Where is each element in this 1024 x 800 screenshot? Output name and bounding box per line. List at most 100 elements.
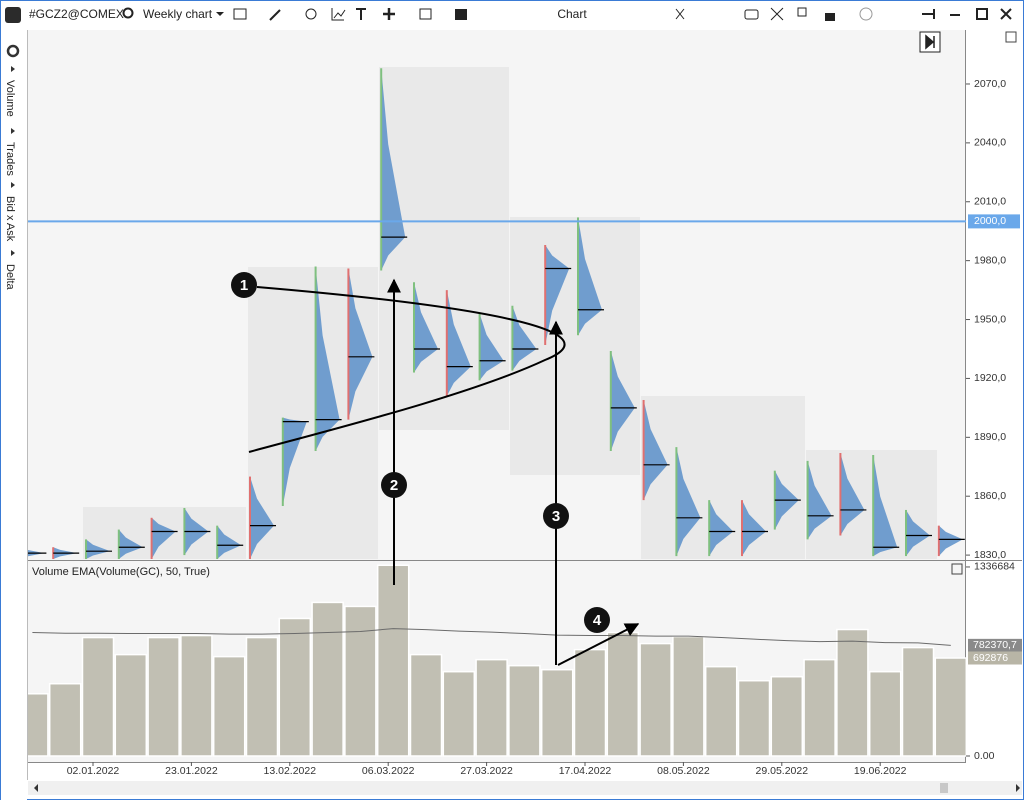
volume-profile — [348, 268, 373, 420]
volume-profile — [217, 525, 242, 560]
arrow — [557, 623, 640, 666]
dropdown[interactable] — [216, 12, 224, 16]
x-tick-label: 27.03.2022 — [460, 765, 513, 777]
volume-profile — [414, 282, 438, 373]
panel-toggle[interactable] — [1005, 31, 1017, 43]
scrollbar[interactable] — [28, 781, 1022, 795]
volume-bar — [376, 564, 410, 757]
volume-profile — [676, 447, 701, 557]
color-icon[interactable] — [859, 7, 873, 21]
tool-icon[interactable] — [922, 9, 935, 19]
app-icon[interactable] — [5, 7, 21, 23]
lock-icon[interactable] — [825, 13, 835, 21]
annotation-badge — [543, 503, 569, 529]
close-indicator[interactable] — [951, 563, 963, 575]
volume-bar — [278, 617, 312, 757]
volume-bar — [901, 646, 935, 757]
symbol[interactable]: #GCZ2@COMEX — [29, 7, 124, 21]
side-arrow — [11, 250, 15, 256]
scroll-thumb[interactable] — [940, 783, 948, 793]
volume-bar — [639, 642, 672, 757]
close[interactable] — [1000, 8, 1012, 20]
volume-bar — [672, 635, 705, 757]
tool-icon[interactable] — [455, 9, 467, 20]
volume-bar — [803, 658, 836, 757]
volume-profile — [118, 529, 143, 560]
volume-bar — [868, 670, 902, 757]
composite-profile — [379, 67, 509, 430]
tool-icon[interactable] — [383, 8, 395, 20]
side-tab[interactable]: Volume — [4, 80, 16, 117]
x-tick-label: 17.04.2022 — [559, 765, 612, 777]
toolbar: #GCZ2@COMEX Weekly chart Chart — [1, 1, 1023, 29]
volume-profile — [840, 453, 865, 536]
volume-bar — [28, 693, 49, 757]
volume-tag — [968, 651, 1022, 665]
annotations — [248, 278, 640, 666]
tool-icon[interactable] — [305, 8, 317, 20]
side-tab[interactable]: Bid x Ask — [4, 196, 16, 242]
y-tick-label: 1830,0 — [974, 549, 1006, 561]
tool-icon[interactable] — [770, 7, 784, 21]
volume-bar — [836, 628, 869, 757]
volume-profile — [578, 217, 602, 336]
annotation-badge — [381, 472, 407, 498]
annotation-number: 4 — [593, 612, 602, 629]
side-tab[interactable]: Delta — [4, 264, 16, 291]
tool-icon[interactable] — [331, 8, 346, 21]
side-panel-bg — [1, 30, 27, 800]
tool-icon[interactable] — [269, 9, 281, 21]
tool-icon[interactable] — [797, 7, 807, 17]
search-icon[interactable] — [122, 7, 134, 19]
volume-profile — [86, 539, 110, 560]
settings-icon[interactable] — [6, 44, 20, 58]
volume-profile — [873, 454, 898, 557]
y-tick-label: 2010,0 — [974, 196, 1006, 208]
side-panel — [1, 30, 27, 800]
composite-profile — [248, 267, 378, 559]
window-title: Chart — [557, 7, 587, 21]
y-tick-label: 1950,0 — [974, 313, 1006, 325]
annotation-badges: 1 2 3 4 — [231, 272, 610, 633]
volume-profile — [545, 244, 570, 346]
volume-bar — [475, 658, 508, 757]
annotation-number: 2 — [390, 477, 398, 494]
side-arrow — [11, 66, 15, 72]
profile-curve — [248, 286, 566, 453]
volume-bar — [147, 636, 180, 757]
volume-bar — [409, 653, 443, 757]
volume-profile — [742, 500, 766, 557]
x-tick-label: 06.03.2022 — [362, 765, 415, 777]
side-arrow — [11, 182, 15, 188]
volume-profile — [906, 509, 930, 557]
tool-icon[interactable] — [419, 8, 432, 20]
volume-profile — [610, 350, 635, 452]
volume-profile — [250, 476, 274, 560]
ema-line — [32, 628, 951, 646]
tool-icon[interactable] — [356, 8, 366, 20]
annotation-badge — [584, 607, 610, 633]
volume-profile — [512, 305, 537, 371]
y-tick-label: 1860,0 — [974, 490, 1006, 502]
volume-bar — [704, 665, 738, 757]
annotation-badge — [231, 272, 257, 298]
annotation-number: 1 — [240, 277, 248, 294]
tool-icon[interactable] — [675, 8, 685, 20]
y-tick-label: 1336684 — [974, 561, 1015, 573]
volume-bar — [81, 636, 115, 757]
side-tab[interactable]: Trades — [4, 142, 16, 176]
volume-profile — [807, 460, 832, 540]
volume-profile — [938, 525, 963, 557]
volume-bar — [737, 679, 771, 757]
camera-icon[interactable] — [744, 9, 759, 20]
x-tick-label: 29.05.2022 — [756, 765, 809, 777]
x-tick-label: 19.06.2022 — [854, 765, 907, 777]
tool-icon[interactable] — [233, 8, 247, 20]
volume-bar — [508, 664, 541, 757]
maximize[interactable] — [976, 8, 988, 20]
volume-bar — [442, 670, 476, 757]
volume-profile — [315, 266, 340, 452]
timeframe[interactable]: Weekly chart — [143, 7, 213, 21]
x-tick-label: 23.01.2022 — [165, 765, 218, 777]
volume-bar — [311, 601, 344, 757]
